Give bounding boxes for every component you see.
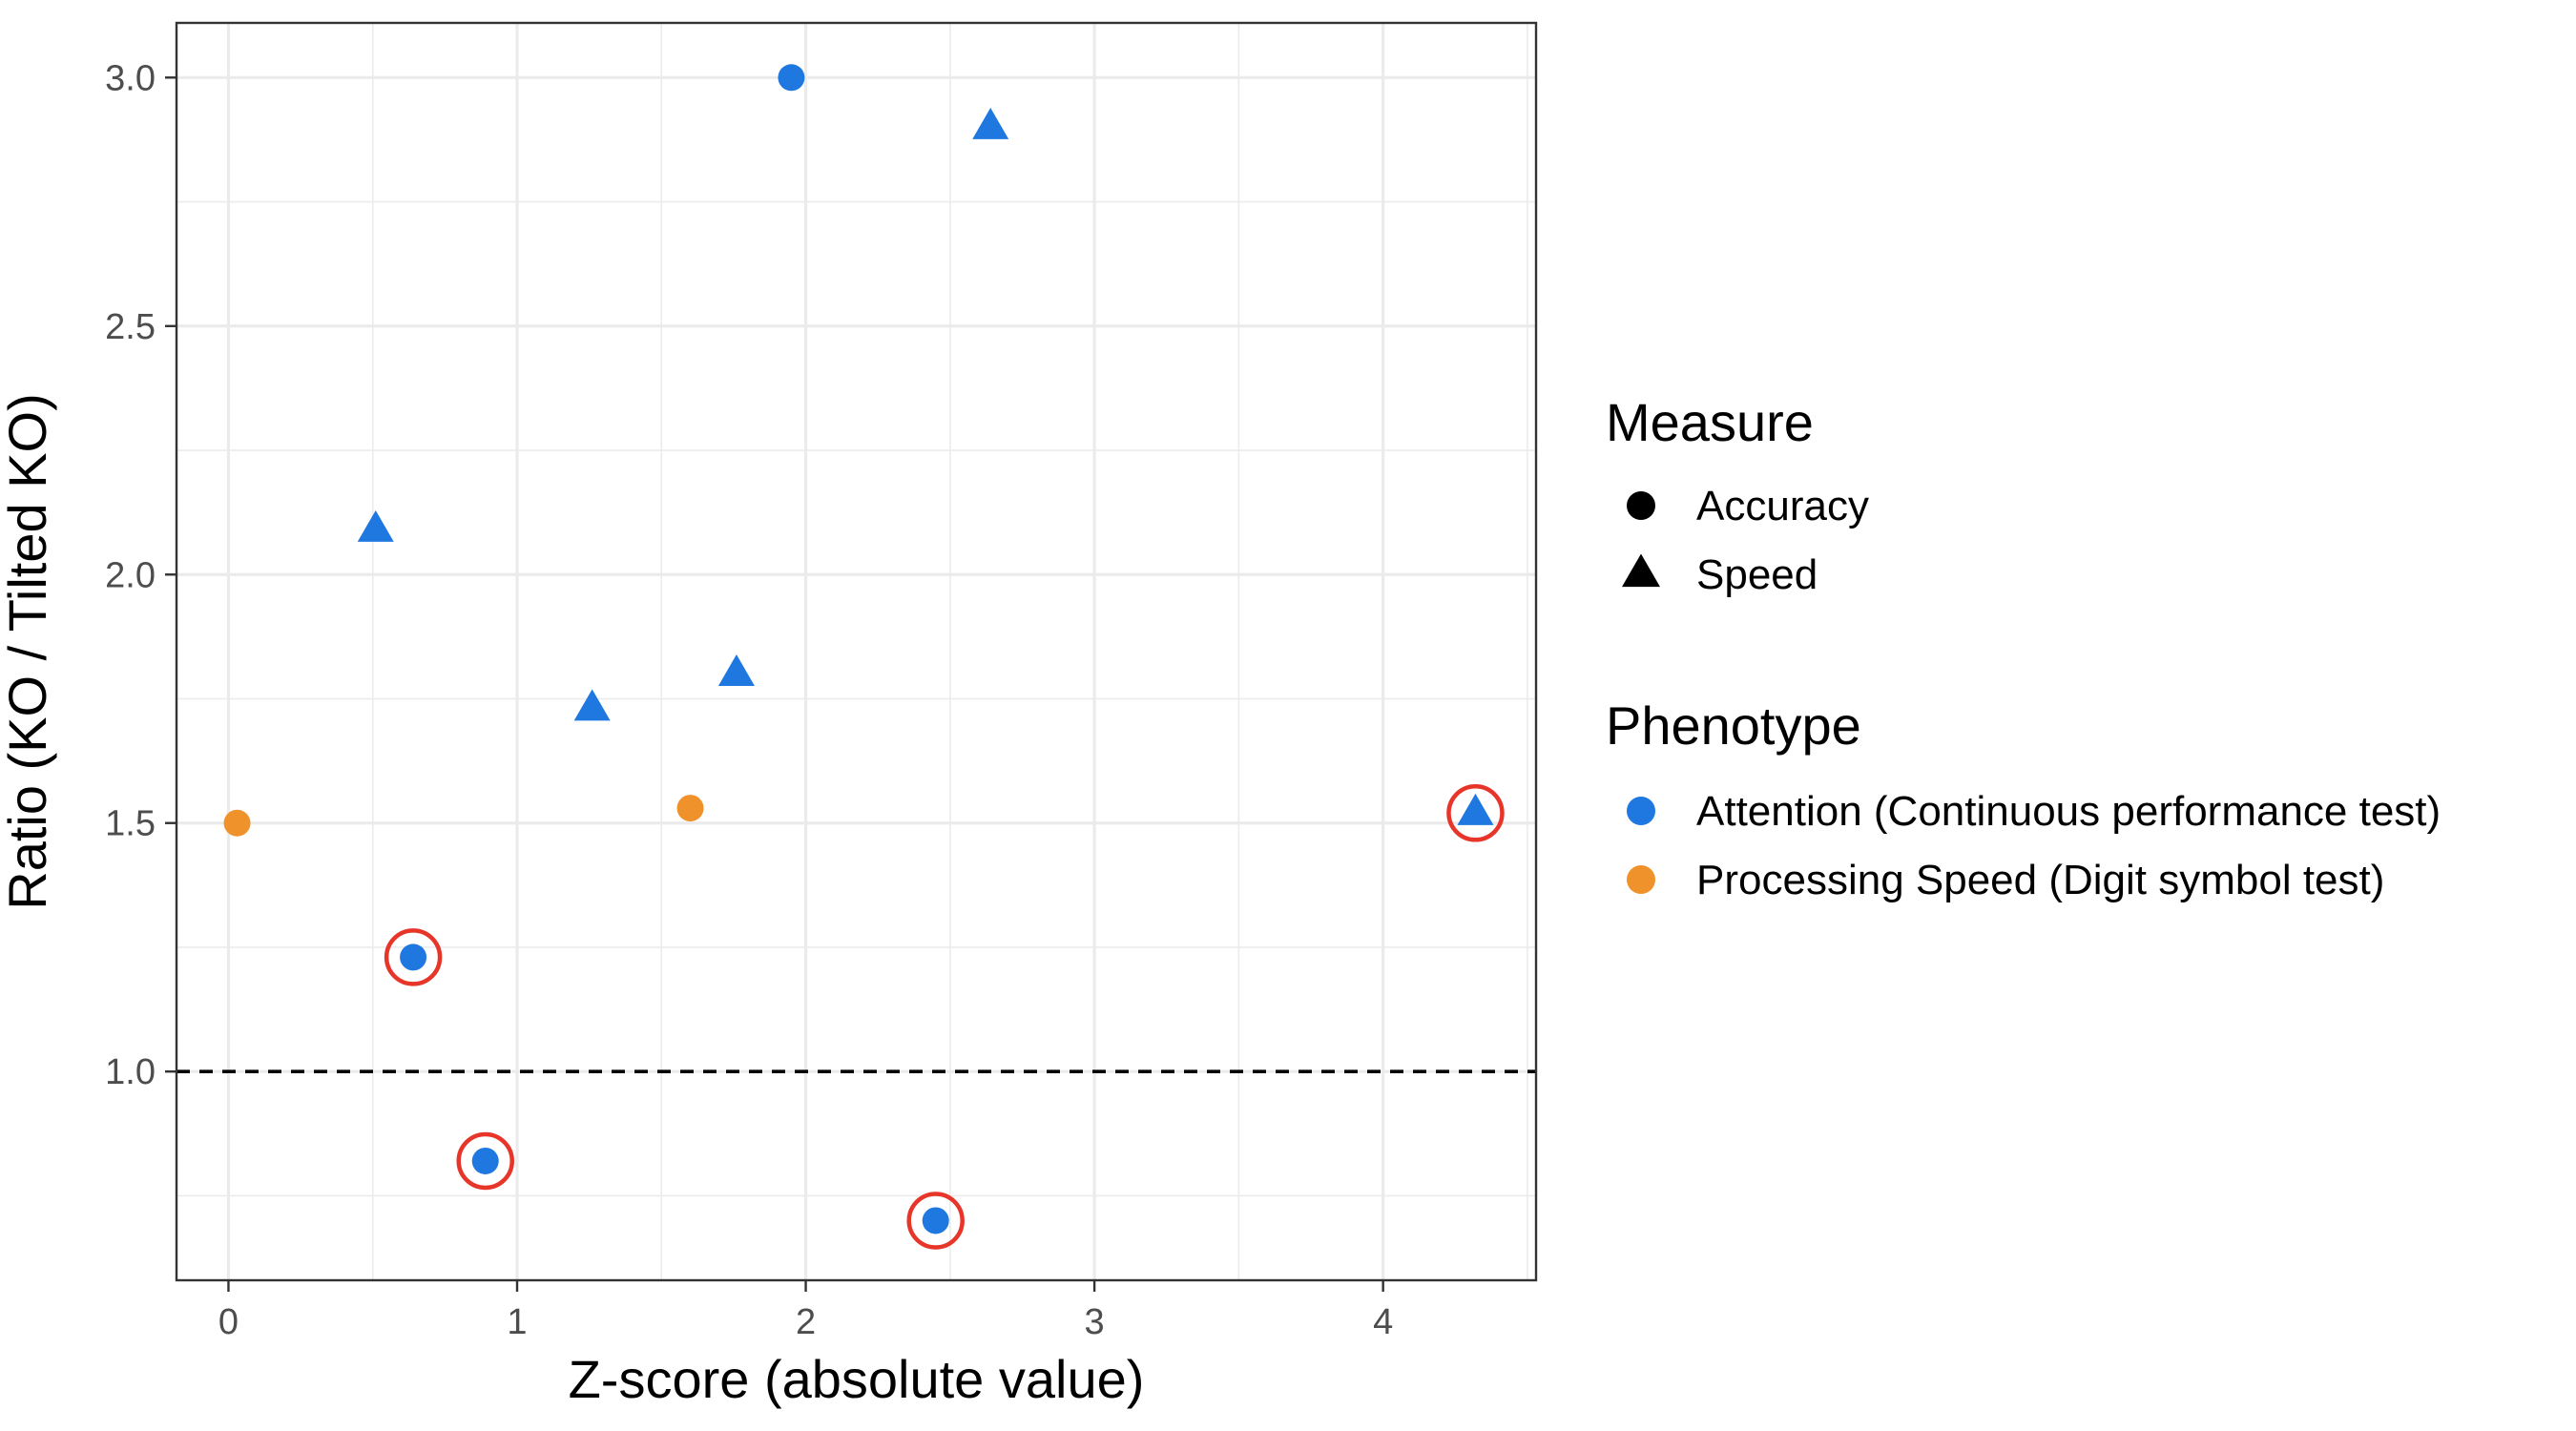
- y-tick-label: 3.0: [105, 58, 156, 98]
- data-point-circle: [400, 944, 427, 971]
- y-tick-label: 1.0: [105, 1052, 156, 1092]
- data-point-triangle: [1457, 793, 1494, 825]
- y-axis-title: Ratio (KO / Tilted KO): [0, 393, 57, 910]
- x-tick-label: 3: [1085, 1302, 1105, 1342]
- y-tick-label: 2.5: [105, 307, 156, 347]
- highlight-ring: [384, 928, 443, 986]
- data-point-circle: [471, 1147, 499, 1174]
- x-tick-label: 0: [218, 1302, 239, 1342]
- y-tick-label: 2.0: [105, 555, 156, 595]
- highlight-ring: [1446, 784, 1505, 842]
- legend-key-attention: [1627, 797, 1655, 825]
- x-axis-title: Z-score (absolute value): [569, 1349, 1145, 1409]
- data-point-circle: [223, 809, 251, 837]
- legend-key-processing-speed: [1627, 865, 1655, 894]
- x-tick-label: 2: [796, 1302, 816, 1342]
- legend-key-speed: [1622, 553, 1660, 588]
- y-tick-label: 1.5: [105, 804, 156, 844]
- legend: Measure Accuracy Speed Phenotype Attenti…: [1606, 392, 2441, 903]
- data-point-triangle: [972, 107, 1009, 139]
- data-point-triangle: [357, 509, 394, 542]
- data-points: [223, 64, 1505, 1250]
- data-point-circle: [922, 1207, 949, 1234]
- x-tick-label: 4: [1373, 1302, 1393, 1342]
- legend-label-attention: Attention (Continuous performance test): [1696, 788, 2441, 835]
- legend-label-processing-speed: Processing Speed (Digit symbol test): [1696, 857, 2384, 903]
- data-point-triangle: [573, 689, 611, 721]
- minor-gridlines: [177, 23, 1536, 1280]
- highlight-ring: [906, 1192, 965, 1250]
- data-point-triangle: [717, 654, 755, 686]
- axis-ticks: 0 1 2 3 4 1.0 1.5 2.0 2.5 3.0: [105, 58, 1393, 1342]
- highlight-ring: [456, 1131, 514, 1191]
- x-tick-label: 1: [507, 1302, 527, 1342]
- legend-title-measure: Measure: [1606, 392, 1814, 452]
- data-point-circle: [676, 795, 704, 822]
- legend-key-accuracy: [1627, 491, 1655, 520]
- legend-label-accuracy: Accuracy: [1696, 483, 1869, 529]
- data-point-circle: [778, 64, 805, 92]
- legend-label-speed: Speed: [1696, 551, 1818, 598]
- legend-title-phenotype: Phenotype: [1606, 695, 1861, 756]
- panel-border: [175, 21, 1538, 1282]
